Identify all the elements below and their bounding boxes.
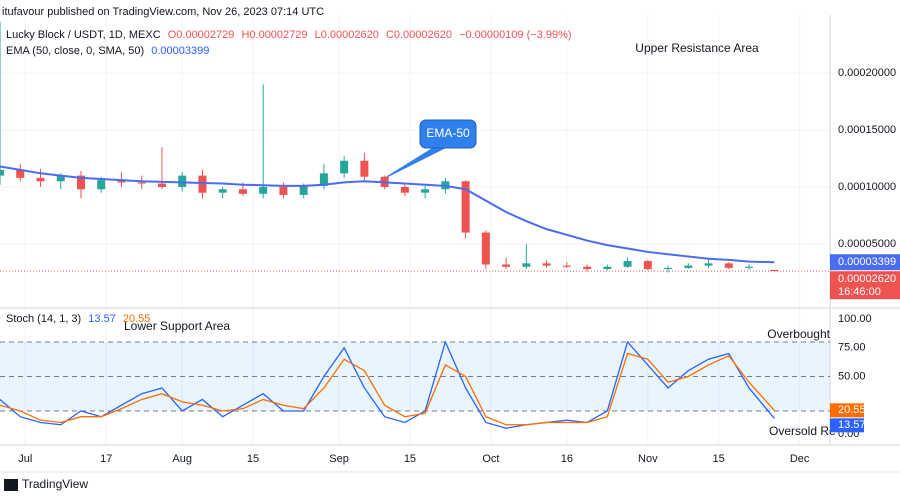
candle-body xyxy=(562,265,571,267)
callout-text: EMA-50 xyxy=(426,126,470,140)
candle-body xyxy=(279,186,288,195)
annotation: Lower Support Area xyxy=(124,319,230,333)
candle-body xyxy=(16,169,25,178)
y-tick-label: 50.00 xyxy=(838,370,866,382)
candles xyxy=(0,21,779,273)
annotation: Overbought xyxy=(767,327,830,341)
y-tick-label: 0.00005000 xyxy=(838,238,896,250)
stoch-k: 13.57 xyxy=(88,313,116,325)
y-tick-label: 100.00 xyxy=(838,313,872,325)
x-tick-label: Dec xyxy=(790,453,810,465)
ema-value: 0.00003399 xyxy=(151,45,210,57)
brand: TradingView xyxy=(22,477,88,491)
y-tick-label: 75.00 xyxy=(838,342,866,354)
ema-price-box xyxy=(830,254,900,271)
candle-body xyxy=(218,189,227,193)
x-tick-label: Oct xyxy=(482,453,499,465)
annotation: Upper Resistance Area xyxy=(635,41,759,55)
stoch-value-label: 13.57 xyxy=(838,419,866,431)
candle-body xyxy=(76,175,85,190)
candle-body xyxy=(259,186,268,194)
candle-body xyxy=(178,175,187,187)
candle-body xyxy=(117,180,126,183)
ema-line: EMA (50, close, 0, SMA, 50) 0.00003399 xyxy=(6,45,213,57)
x-tick-label: 15 xyxy=(713,453,725,465)
last-price-label: 0.00002620 xyxy=(838,273,896,285)
candle-body xyxy=(664,267,673,270)
x-tick-label: 15 xyxy=(247,453,259,465)
candle-body xyxy=(319,173,328,186)
x-tick-label: Sep xyxy=(329,453,349,465)
candle-body xyxy=(56,175,65,182)
candle-body xyxy=(360,160,369,177)
x-tick-label: Jul xyxy=(18,453,32,465)
symbol-title: Lucky Block / USDT, 1D, MEXC xyxy=(6,29,161,41)
annotation: Oversold Re xyxy=(769,424,836,438)
candle-body xyxy=(461,181,470,233)
symbol-line: Lucky Block / USDT, 1D, MEXC O0.00002729… xyxy=(6,29,576,41)
candle-body xyxy=(299,185,308,195)
candle-body xyxy=(502,264,511,267)
brand-logo xyxy=(4,479,18,491)
x-tick-label: 15 xyxy=(404,453,416,465)
x-tick-label: Aug xyxy=(172,453,192,465)
ohlc: C0.00002620 xyxy=(385,29,452,41)
candle-body xyxy=(542,263,551,266)
candle-body xyxy=(198,175,207,193)
x-tick-label: Nov xyxy=(638,453,658,465)
y-tick-label: 0.00015000 xyxy=(838,124,896,136)
candle-body xyxy=(684,265,693,268)
candle-body xyxy=(0,169,4,176)
candle-body xyxy=(157,183,166,187)
candle-body xyxy=(481,232,490,265)
candle-body xyxy=(603,266,612,270)
stoch-title: Stoch (14, 1, 3) xyxy=(6,313,82,325)
ema-line xyxy=(0,165,775,264)
x-tick-label: 16 xyxy=(561,453,573,465)
y-tick-label: 0.00020000 xyxy=(838,67,896,79)
candle-body xyxy=(36,177,45,182)
x-tick-label: 17 xyxy=(100,453,112,465)
callout-box xyxy=(419,119,477,149)
candle-body xyxy=(137,182,146,184)
y-tick-label: 0.00010000 xyxy=(838,181,896,193)
stoch-value-label: 20.55 xyxy=(838,404,866,416)
candle-body xyxy=(643,261,652,270)
publisher-line: itufavour published on TradingView.com, … xyxy=(2,6,325,18)
candle-body xyxy=(522,263,531,267)
candle-body xyxy=(97,180,106,190)
candle-body xyxy=(724,263,733,268)
candle-body xyxy=(704,263,713,266)
candle-body xyxy=(421,189,430,193)
stoch-line xyxy=(0,352,775,426)
ohlc: L0.00002620 xyxy=(314,29,379,41)
ema-title: EMA (50, close, 0, SMA, 50) xyxy=(6,45,145,57)
change: −0.00000109 (−3.99%) xyxy=(459,29,572,41)
candle-body xyxy=(400,186,409,193)
stoch-line: Stoch (14, 1, 3) 13.57 20.55 xyxy=(6,313,154,325)
last-price-box xyxy=(830,271,900,300)
candle-body xyxy=(770,269,779,272)
stoch-d: 20.55 xyxy=(122,313,151,325)
candle-body xyxy=(623,261,632,267)
stoch-value-box xyxy=(830,403,864,418)
stoch-value-box xyxy=(830,418,864,433)
candle-body xyxy=(340,160,349,174)
candle-body xyxy=(238,189,247,194)
candle-body xyxy=(583,266,592,270)
candle-body xyxy=(745,266,754,268)
ohlc: O0.00002729 xyxy=(167,29,235,41)
ema-price-label: 0.00003399 xyxy=(838,256,896,268)
ohlc: H0.00002729 xyxy=(241,29,308,41)
countdown-label: 16:46:00 xyxy=(838,286,881,298)
